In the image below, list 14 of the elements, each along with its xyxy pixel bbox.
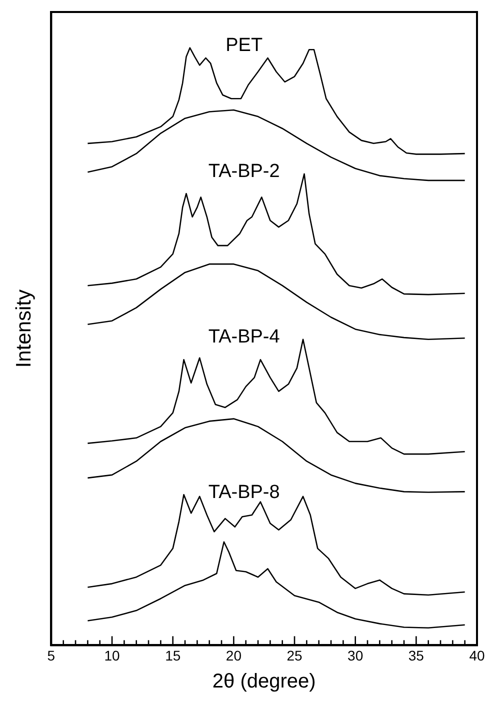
x-axis-title: 2θ (degree) <box>212 670 316 693</box>
series-label: TA-BP-8 <box>208 482 280 503</box>
series-label: TA-BP-4 <box>208 326 280 348</box>
series-label: TA-BP-2 <box>208 161 280 182</box>
x-tick-label: 35 <box>408 647 424 664</box>
x-tick-label: 30 <box>348 647 364 664</box>
series-label: PET <box>226 35 263 56</box>
y-axis-title: Intensity <box>12 289 36 368</box>
x-tick-label: 10 <box>104 647 120 664</box>
x-tick-label: 25 <box>286 647 303 664</box>
x-tick-label: 40 <box>469 647 485 664</box>
x-tick-label: 5 <box>47 647 56 664</box>
x-tick-label: 20 <box>226 647 242 664</box>
x-tick-label: 15 <box>165 647 181 664</box>
